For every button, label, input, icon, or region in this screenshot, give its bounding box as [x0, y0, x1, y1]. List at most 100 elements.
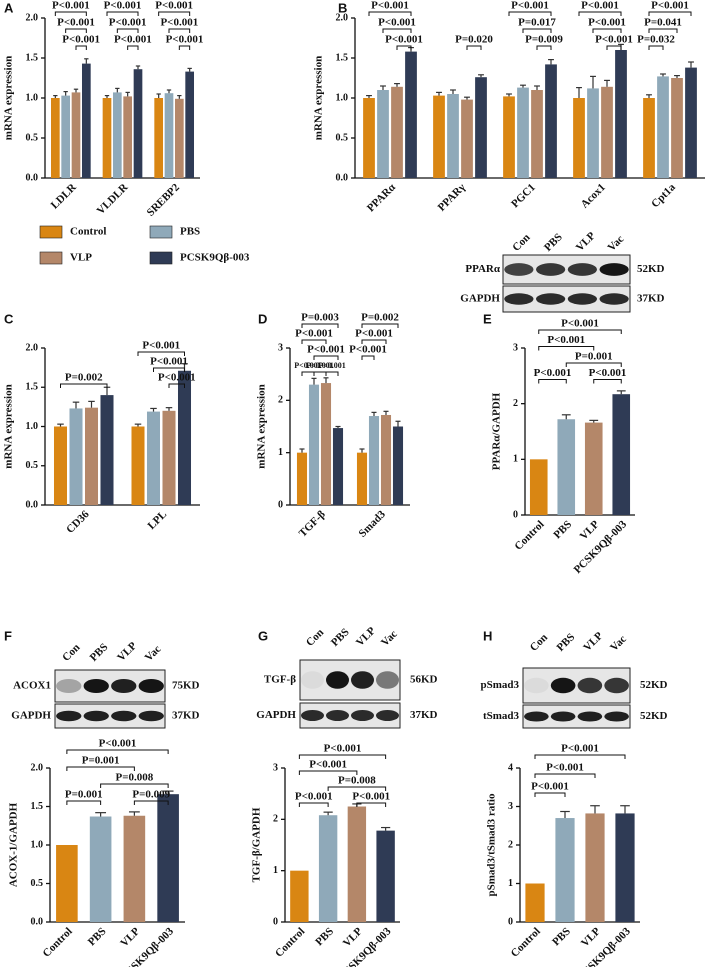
- significance-label: P<0.001: [561, 318, 599, 330]
- bar: [643, 98, 655, 178]
- significance-bracket: [60, 383, 108, 388]
- blot-band: [376, 671, 399, 689]
- significance-label: P=0.002: [65, 372, 103, 384]
- significance-bracket: [54, 11, 87, 16]
- y-tick-label: 1.5: [336, 52, 349, 63]
- bar: [545, 64, 557, 178]
- x-tick-label: VLP: [578, 518, 602, 542]
- bar: [347, 806, 367, 922]
- blot-band: [111, 678, 137, 694]
- bar: [525, 883, 545, 922]
- lane-label: VLP: [115, 640, 139, 664]
- legend-label: PCSK9Qβ-003: [180, 252, 250, 264]
- y-tick-label: 1: [513, 454, 518, 465]
- bar: [555, 818, 575, 922]
- bar: [177, 370, 192, 505]
- significance-label: P=0.032: [637, 34, 675, 46]
- lane-label: PBS: [542, 231, 565, 254]
- bar: [517, 87, 529, 178]
- legend-label: VLP: [70, 252, 92, 264]
- bar: [154, 98, 164, 178]
- significance-label: P<0.001: [371, 0, 409, 12]
- bar: [112, 92, 122, 178]
- significance-label: P<0.001: [158, 372, 196, 384]
- significance-label: P<0.001: [295, 328, 333, 340]
- bar: [671, 78, 683, 178]
- significance-label: P=0.003: [301, 312, 339, 324]
- significance-label: P<0.001: [355, 328, 393, 340]
- bar: [146, 411, 161, 505]
- y-tick-label: 0: [273, 916, 278, 927]
- significance-label: P<0.001: [142, 340, 180, 352]
- significance-bracket: [325, 371, 339, 376]
- y-tick-label: 2.0: [26, 12, 39, 23]
- significance-label: P<0.001: [294, 361, 321, 370]
- significance-bracket: [301, 339, 327, 344]
- bar: [61, 95, 71, 178]
- x-tick-label: VLP: [341, 925, 365, 949]
- blot-band: [326, 671, 349, 689]
- significance-label: P<0.001: [531, 781, 569, 793]
- significance-bracket: [327, 786, 387, 791]
- y-tick-label: 0.5: [31, 878, 44, 889]
- size-label: 75KD: [172, 680, 200, 692]
- blot-band: [301, 710, 324, 721]
- protein-label: tSmad3: [483, 710, 520, 722]
- blot-band: [550, 711, 576, 722]
- significance-bracket: [168, 383, 185, 388]
- significance-label: P<0.001: [306, 361, 333, 370]
- significance-label: P<0.001: [534, 367, 572, 379]
- x-tick-label: PPARα: [365, 181, 399, 215]
- bar: [557, 419, 576, 515]
- bar: [308, 384, 320, 505]
- legend-label: PBS: [180, 226, 200, 238]
- y-tick-label: 3: [273, 762, 278, 773]
- significance-label: P<0.001: [307, 344, 345, 356]
- significance-bracket: [106, 11, 139, 16]
- bar: [447, 94, 459, 178]
- protein-label: PPARα: [465, 263, 501, 275]
- significance-bracket: [313, 371, 327, 376]
- bar: [53, 426, 68, 505]
- bar: [615, 50, 627, 178]
- blot-frame: [522, 704, 631, 729]
- significance-label: P=0.001: [65, 789, 103, 801]
- significance-label: P<0.001: [352, 791, 390, 803]
- lane-label: Con: [304, 627, 326, 649]
- lane-label: PBS: [329, 626, 352, 649]
- y-tick-label: 1.0: [31, 839, 44, 850]
- y-tick-label: 2.0: [26, 342, 39, 353]
- x-tick-label: Smad3: [357, 508, 389, 540]
- bar: [363, 98, 375, 178]
- x-tick-label: PBS: [86, 925, 109, 948]
- x-tick-label: VLDLR: [95, 181, 131, 217]
- significance-label: P<0.001: [166, 34, 204, 46]
- panel-letter: D: [258, 311, 267, 326]
- significance-bracket: [137, 351, 185, 356]
- x-tick-label: Control: [41, 925, 75, 959]
- significance-label: P<0.001: [62, 34, 100, 46]
- significance-label: P=0.008: [338, 775, 376, 787]
- significance-bracket: [75, 45, 87, 50]
- y-tick-label: 0.0: [26, 499, 39, 510]
- blot-band: [604, 711, 629, 722]
- blot-band: [351, 710, 374, 721]
- protein-label: GAPDH: [256, 709, 296, 721]
- y-tick-label: 2: [278, 395, 283, 406]
- significance-bracket: [534, 754, 626, 759]
- significance-bracket: [298, 802, 329, 807]
- blot-band: [536, 263, 566, 276]
- size-label: 56KD: [410, 674, 438, 686]
- significance-label: P<0.001: [385, 34, 423, 46]
- bar: [612, 394, 631, 515]
- bar: [89, 816, 112, 922]
- lane-label: Con: [60, 642, 82, 664]
- significance-label: P=0.001: [82, 755, 120, 767]
- x-tick-label: SREBP2: [145, 181, 183, 219]
- bar: [174, 98, 184, 178]
- bar: [461, 99, 473, 178]
- bar: [392, 426, 404, 505]
- significance-label: P<0.001: [160, 17, 198, 29]
- bar: [368, 416, 380, 505]
- y-tick-label: 1.5: [31, 801, 44, 812]
